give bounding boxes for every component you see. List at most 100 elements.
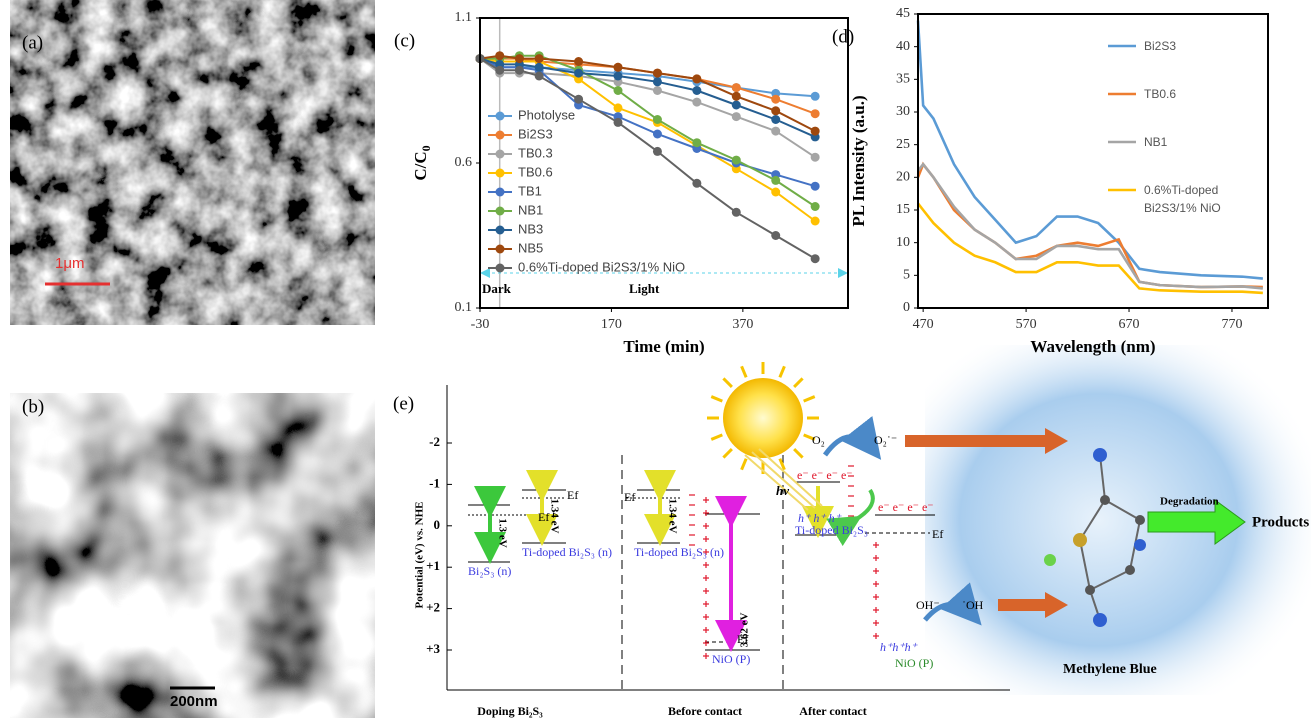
circle-shape bbox=[1134, 539, 1146, 551]
gap-label: 3.62 eV bbox=[739, 613, 751, 648]
data-point bbox=[810, 109, 820, 119]
y-title-main: PL Intensity (a.u.) bbox=[849, 95, 868, 226]
data-point bbox=[731, 100, 741, 110]
legend-marker bbox=[495, 187, 505, 197]
product-label: Products bbox=[1252, 514, 1309, 530]
x-tick-label: 770 bbox=[1221, 317, 1242, 332]
y-title-main: C/C bbox=[411, 151, 430, 180]
y-tick-label: 0 bbox=[434, 517, 441, 532]
legend-label: 0.6%Ti-doped Bi2S3/1% NiO bbox=[1144, 183, 1221, 215]
phase-arrow bbox=[838, 268, 848, 278]
y-tick-label: 30 bbox=[896, 104, 910, 119]
material-label: NiO (P) bbox=[895, 656, 933, 670]
legend-label: TB1 bbox=[518, 183, 542, 198]
line-shape bbox=[1099, 454, 1106, 501]
y-axis-title: C/C0 bbox=[411, 145, 433, 180]
charges bbox=[689, 465, 879, 659]
reaction-arrow bbox=[822, 416, 882, 460]
data-point bbox=[731, 83, 741, 93]
legend-label: NB3 bbox=[518, 221, 543, 236]
data-point bbox=[574, 94, 584, 104]
series-line bbox=[916, 202, 1263, 295]
legend-entry: NB1 bbox=[1144, 135, 1167, 149]
data-point bbox=[652, 129, 662, 139]
x-tick-label: 170 bbox=[601, 317, 622, 332]
y-tick-label: 45 bbox=[896, 6, 910, 21]
process-label: Degradation bbox=[1160, 496, 1219, 508]
material-label: Ti-doped Bi₂S₃ bbox=[795, 523, 868, 537]
legend-entry: Bi2S3 bbox=[1144, 39, 1176, 53]
y-tick-label: +2 bbox=[426, 600, 440, 615]
line-shape bbox=[1089, 569, 1131, 591]
data-point bbox=[771, 106, 781, 116]
data-point bbox=[652, 86, 662, 95]
data-point bbox=[652, 146, 662, 156]
data-point bbox=[771, 94, 781, 104]
data-point bbox=[652, 77, 662, 87]
transfer-arrow bbox=[826, 488, 875, 547]
section-title: Doping Bi₂S₃ bbox=[477, 704, 543, 718]
data-point bbox=[731, 155, 741, 165]
legend-label: Bi2S3 bbox=[518, 126, 553, 141]
photon-label: hv bbox=[776, 483, 789, 498]
ray bbox=[740, 365, 748, 378]
circle-shape bbox=[1100, 495, 1110, 505]
line-shape bbox=[744, 454, 809, 511]
ray bbox=[803, 433, 816, 441]
ray bbox=[722, 377, 733, 388]
plot-frame bbox=[479, 17, 849, 309]
y-tick-label: +1 bbox=[426, 558, 440, 573]
y-tick-label: 0.6 bbox=[455, 155, 473, 170]
fermi-label: Ef bbox=[567, 488, 578, 502]
axis-title: Potential (eV) vs. NHE bbox=[414, 502, 426, 609]
y-tick-label: 1.1 bbox=[455, 10, 473, 25]
flow-arrow bbox=[998, 592, 1068, 618]
scale-label: 1μm bbox=[55, 255, 84, 272]
circle-shape bbox=[1044, 554, 1056, 566]
data-point bbox=[771, 126, 781, 136]
x-tick-label: 370 bbox=[732, 317, 753, 332]
y-tick-label: 40 bbox=[896, 39, 910, 54]
line-shape bbox=[1079, 539, 1091, 591]
reaction-arrow bbox=[923, 582, 982, 626]
data-point bbox=[692, 74, 702, 84]
flow-arrow bbox=[905, 428, 1068, 454]
diagram: (e) Potential (eV) vs. NHE Doping Bi₂S₃ … bbox=[393, 345, 1311, 718]
y-title-sub: 0 bbox=[419, 145, 433, 151]
scale-label: 200nm bbox=[170, 693, 218, 710]
legend-marker bbox=[495, 225, 505, 235]
data-point bbox=[652, 68, 662, 78]
ray bbox=[793, 448, 804, 459]
ray bbox=[722, 448, 733, 459]
data-point bbox=[771, 231, 781, 240]
series-line bbox=[916, 20, 1263, 280]
data-point bbox=[692, 138, 702, 148]
panel-label: (b) bbox=[22, 396, 44, 417]
data-point bbox=[810, 91, 820, 101]
data-point bbox=[514, 54, 524, 64]
ray bbox=[778, 365, 786, 378]
y-tick-label: 10 bbox=[896, 235, 910, 250]
circle-shape bbox=[723, 378, 803, 458]
data-point bbox=[771, 187, 781, 197]
data-point bbox=[731, 112, 741, 122]
data-point bbox=[810, 181, 820, 191]
legend-marker bbox=[495, 111, 505, 121]
panel-label: (e) bbox=[393, 393, 414, 414]
x-tick-label: -30 bbox=[471, 317, 490, 332]
data-point bbox=[692, 178, 702, 188]
fermi-label: Ef bbox=[737, 632, 748, 646]
material-label: Ti-doped Bi₂S₃ (n) bbox=[634, 545, 724, 559]
y-tick-label: 20 bbox=[896, 170, 910, 185]
ray bbox=[778, 458, 786, 471]
x-tick-label: 670 bbox=[1119, 317, 1140, 332]
material-label: Ti-doped Bi₂S₃ (n) bbox=[522, 545, 612, 559]
molecule bbox=[1044, 448, 1146, 627]
data-point bbox=[495, 65, 505, 75]
species-label: ˙OH bbox=[962, 598, 984, 612]
legend-marker bbox=[495, 206, 505, 216]
hole-label: h⁺h⁺h⁺ bbox=[880, 640, 919, 654]
legend-marker bbox=[495, 244, 505, 254]
